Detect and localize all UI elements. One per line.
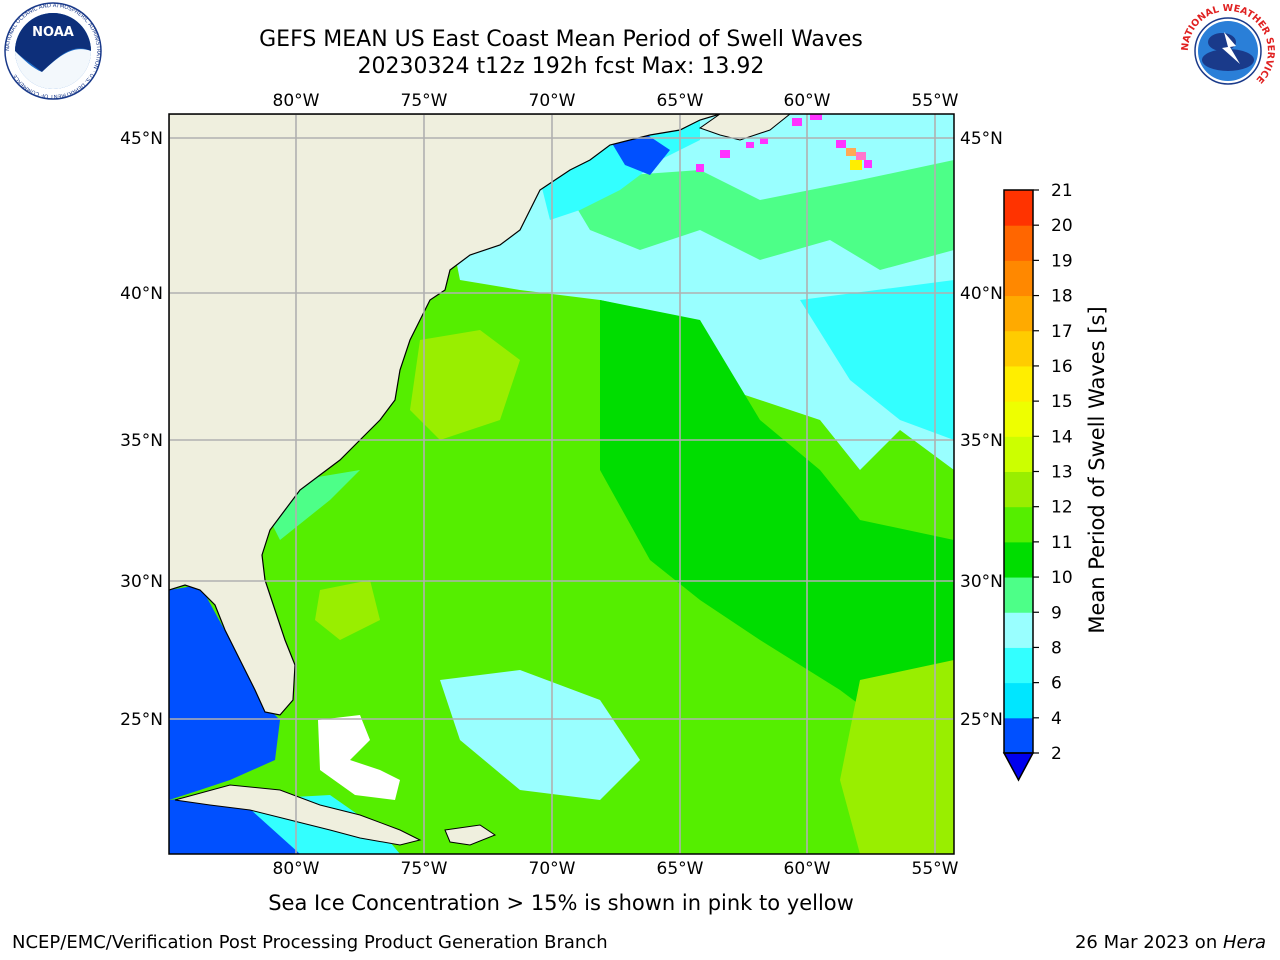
nova-scotia-land bbox=[698, 114, 791, 141]
lon-label-bottom-55w: 55°W bbox=[912, 859, 959, 879]
period-region-12-west bbox=[315, 580, 380, 640]
colorbar-swatch bbox=[1004, 225, 1033, 261]
colorbar-swatch bbox=[1004, 295, 1033, 332]
chart-title: GEFS MEAN US East Coast Mean Period of S… bbox=[259, 27, 863, 52]
north-america-land bbox=[169, 114, 721, 716]
lon-label-top-55w: 55°W bbox=[912, 91, 959, 111]
colorbar-tick-label: 8 bbox=[1051, 638, 1062, 658]
lon-label-bottom-75w: 75°W bbox=[401, 859, 448, 879]
nws-logo: NATIONAL WEATHER SERVICE bbox=[1178, 2, 1278, 100]
lat-label-left-45n: 45°N bbox=[120, 129, 163, 149]
sea-ice-footnote: Sea Ice Concentration > 15% is shown in … bbox=[268, 891, 854, 915]
colorbar-tick-label: 12 bbox=[1051, 498, 1073, 518]
run-date: 26 Mar 2023 on bbox=[1074, 932, 1223, 953]
colorbar-swatch bbox=[1004, 717, 1033, 754]
period-region-8-south bbox=[440, 670, 640, 800]
lat-label-left-40n: 40°N bbox=[120, 284, 163, 304]
run-date-credit: 26 Mar 2023 on Hera bbox=[1075, 932, 1266, 953]
colorbar-tick-label: 4 bbox=[1051, 709, 1062, 729]
colorbar-swatch bbox=[1004, 506, 1033, 543]
lon-label-top-80w: 80°W bbox=[273, 91, 320, 111]
lat-label-left-25n: 25°N bbox=[120, 710, 163, 730]
map-area bbox=[169, 114, 954, 854]
colorbar-swatch bbox=[1004, 436, 1033, 472]
colorbar-swatch bbox=[1004, 682, 1033, 719]
lat-label-right-30n: 30°N bbox=[960, 572, 1003, 592]
lon-label-bottom-65w: 65°W bbox=[657, 859, 704, 879]
map-frame bbox=[168, 113, 955, 855]
noaa-logo: NOAA NATIONAL OCEANIC AND ATMOSPHERIC AD… bbox=[2, 2, 104, 100]
noaa-logo-text: NOAA bbox=[32, 25, 74, 40]
period-region-12-southeast bbox=[840, 660, 954, 854]
lon-label-bottom-70w: 70°W bbox=[529, 859, 576, 879]
colorbar-tick-label: 14 bbox=[1051, 427, 1073, 447]
colorbar-tick-label: 6 bbox=[1051, 674, 1062, 694]
colorbar-swatch bbox=[1004, 330, 1033, 367]
graticule bbox=[169, 114, 954, 854]
lon-label-top-60w: 60°W bbox=[784, 91, 831, 111]
producer-credit: NCEP/EMC/Verification Post Processing Pr… bbox=[12, 932, 608, 953]
chart-subtitle: 20230324 t12z 192h fcst Max: 13.92 bbox=[357, 54, 765, 79]
lon-label-bottom-80w: 80°W bbox=[273, 859, 320, 879]
lon-label-top-75w: 75°W bbox=[401, 91, 448, 111]
colorbar: 2 4 6 8 9 10 11 12 13 14 15 16 17 18 19 20 21 bbox=[1002, 181, 1073, 782]
colorbar-swatch bbox=[1004, 190, 1033, 226]
colorbar-swatch bbox=[1004, 471, 1033, 508]
colorbar-swatch bbox=[1004, 612, 1033, 648]
colorbar-tick-label: 10 bbox=[1051, 568, 1073, 588]
lat-label-right-45n: 45°N bbox=[960, 129, 1003, 149]
gulf-low-period bbox=[169, 585, 280, 800]
cuba-land bbox=[174, 784, 422, 846]
colorbar-swatch bbox=[1004, 577, 1033, 613]
colorbar-tick-label: 13 bbox=[1051, 463, 1073, 483]
period-region-7 bbox=[800, 280, 954, 440]
lat-label-left-35n: 35°N bbox=[120, 431, 163, 451]
colorbar-swatch bbox=[1004, 401, 1033, 437]
colorbar-tick-label: 19 bbox=[1051, 251, 1073, 271]
lon-label-bottom-60w: 60°W bbox=[784, 859, 831, 879]
colorbar-underflow-arrow bbox=[1002, 752, 1035, 782]
period-region-12-north bbox=[410, 330, 520, 440]
bahamas-shallows bbox=[318, 715, 400, 800]
lon-label-top-65w: 65°W bbox=[657, 91, 704, 111]
colorbar-tick-label: 17 bbox=[1051, 322, 1073, 342]
period-region-11 bbox=[600, 300, 954, 720]
colorbar-tick-label: 16 bbox=[1051, 357, 1073, 377]
colorbar-tick-label: 11 bbox=[1051, 533, 1073, 553]
lat-label-left-30n: 30°N bbox=[120, 572, 163, 592]
lat-label-right-40n: 40°N bbox=[960, 284, 1003, 304]
colorbar-swatch bbox=[1004, 541, 1033, 578]
colorbar-swatch bbox=[1004, 260, 1033, 297]
colorbar-tick-label: 9 bbox=[1051, 603, 1062, 623]
hispaniola-land bbox=[444, 824, 497, 846]
colorbar-tick-label: 15 bbox=[1051, 392, 1073, 412]
colorbar-tick-label: 21 bbox=[1051, 181, 1073, 201]
run-host: Hera bbox=[1222, 932, 1266, 953]
colorbar-swatch bbox=[1004, 365, 1033, 402]
colorbar-tick-label: 2 bbox=[1051, 744, 1062, 764]
period-region-9 bbox=[560, 160, 954, 270]
lat-label-right-35n: 35°N bbox=[960, 431, 1003, 451]
coastal-band bbox=[270, 470, 360, 540]
lon-label-top-70w: 70°W bbox=[529, 91, 576, 111]
colorbar-tick-label: 18 bbox=[1051, 287, 1073, 307]
lat-label-right-25n: 25°N bbox=[960, 710, 1003, 730]
colorbar-swatch bbox=[1004, 647, 1033, 684]
sea-ice-patches bbox=[696, 114, 872, 172]
colorbar-tick-label: 20 bbox=[1051, 216, 1073, 236]
